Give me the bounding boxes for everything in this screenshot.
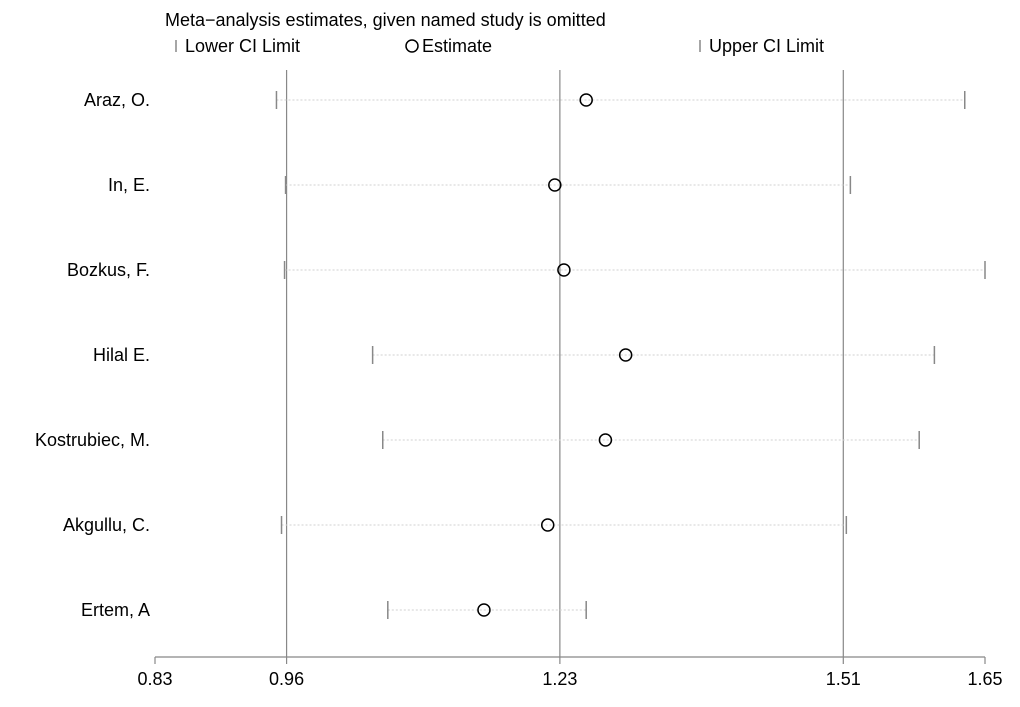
study-label: Akgullu, C.: [63, 515, 150, 535]
x-tick-label: 1.51: [826, 669, 861, 689]
legend-lower-label: Lower CI Limit: [185, 36, 300, 56]
estimate-marker: [542, 519, 554, 531]
legend-estimate-label: Estimate: [422, 36, 492, 56]
chart-title: Meta−analysis estimates, given named stu…: [165, 10, 606, 30]
legend-upper-label: Upper CI Limit: [709, 36, 824, 56]
x-tick-label: 1.65: [967, 669, 1002, 689]
study-label: Bozkus, F.: [67, 260, 150, 280]
study-label: Araz, O.: [84, 90, 150, 110]
x-tick-label: 1.23: [542, 669, 577, 689]
forest-plot: Meta−analysis estimates, given named stu…: [0, 0, 1020, 707]
study-label: In, E.: [108, 175, 150, 195]
study-label: Kostrubiec, M.: [35, 430, 150, 450]
study-label: Hilal E.: [93, 345, 150, 365]
legend-estimate-marker: [406, 40, 418, 52]
x-tick-label: 0.83: [137, 669, 172, 689]
study-label: Ertem, A: [81, 600, 150, 620]
estimate-marker: [599, 434, 611, 446]
x-tick-label: 0.96: [269, 669, 304, 689]
